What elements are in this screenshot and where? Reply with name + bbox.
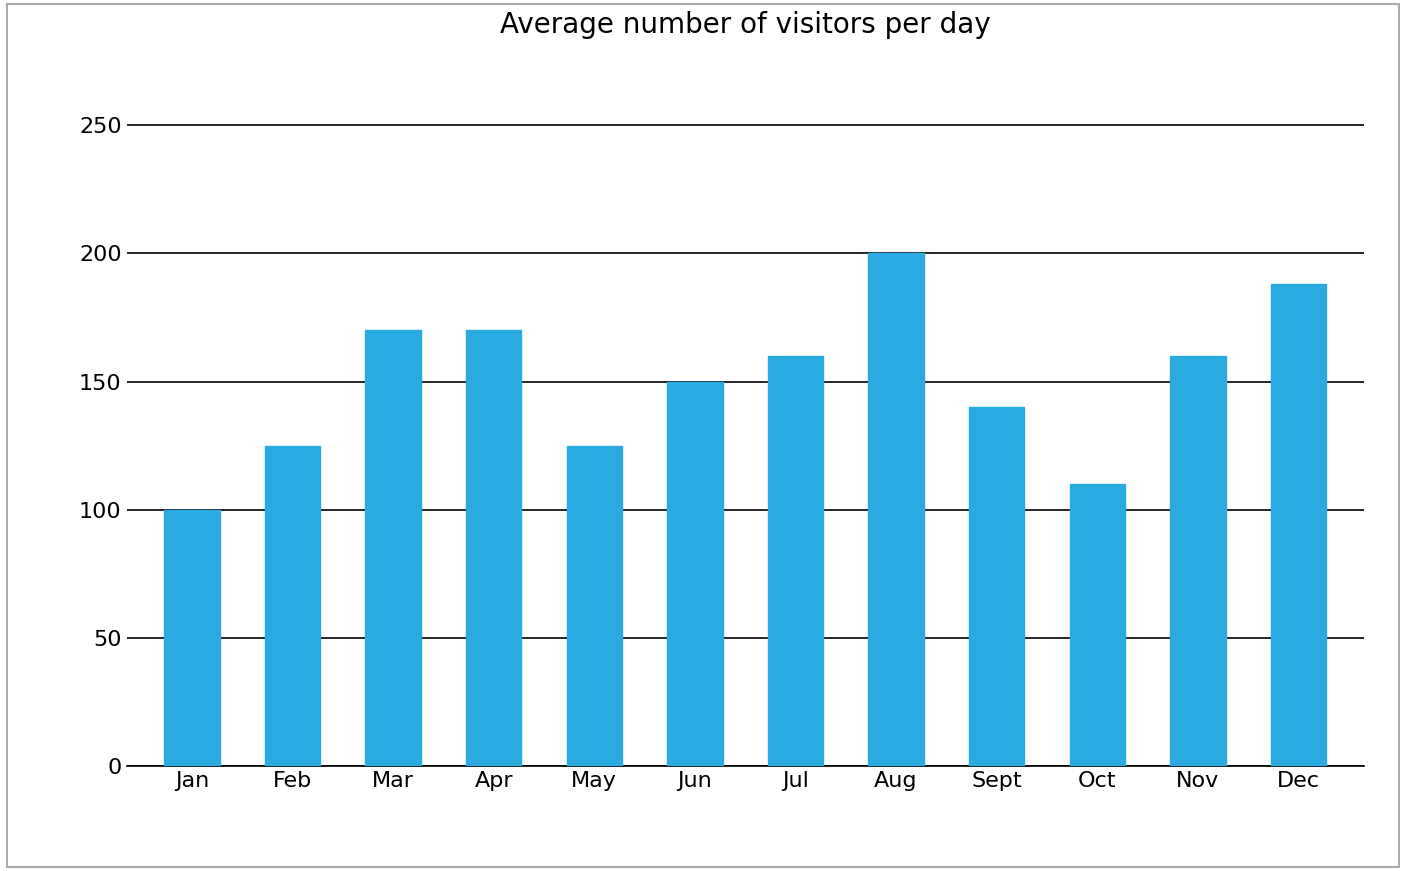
Bar <box>465 330 522 766</box>
Bar <box>1271 284 1326 766</box>
Bar <box>1170 356 1226 766</box>
Bar <box>1070 484 1125 766</box>
Title: Average number of visitors per day: Average number of visitors per day <box>501 11 990 39</box>
Bar <box>165 510 219 766</box>
Bar <box>264 446 321 766</box>
Bar <box>869 253 924 766</box>
Bar <box>768 356 823 766</box>
Bar <box>969 408 1025 766</box>
Bar <box>567 446 621 766</box>
Bar <box>668 381 723 766</box>
Bar <box>366 330 420 766</box>
